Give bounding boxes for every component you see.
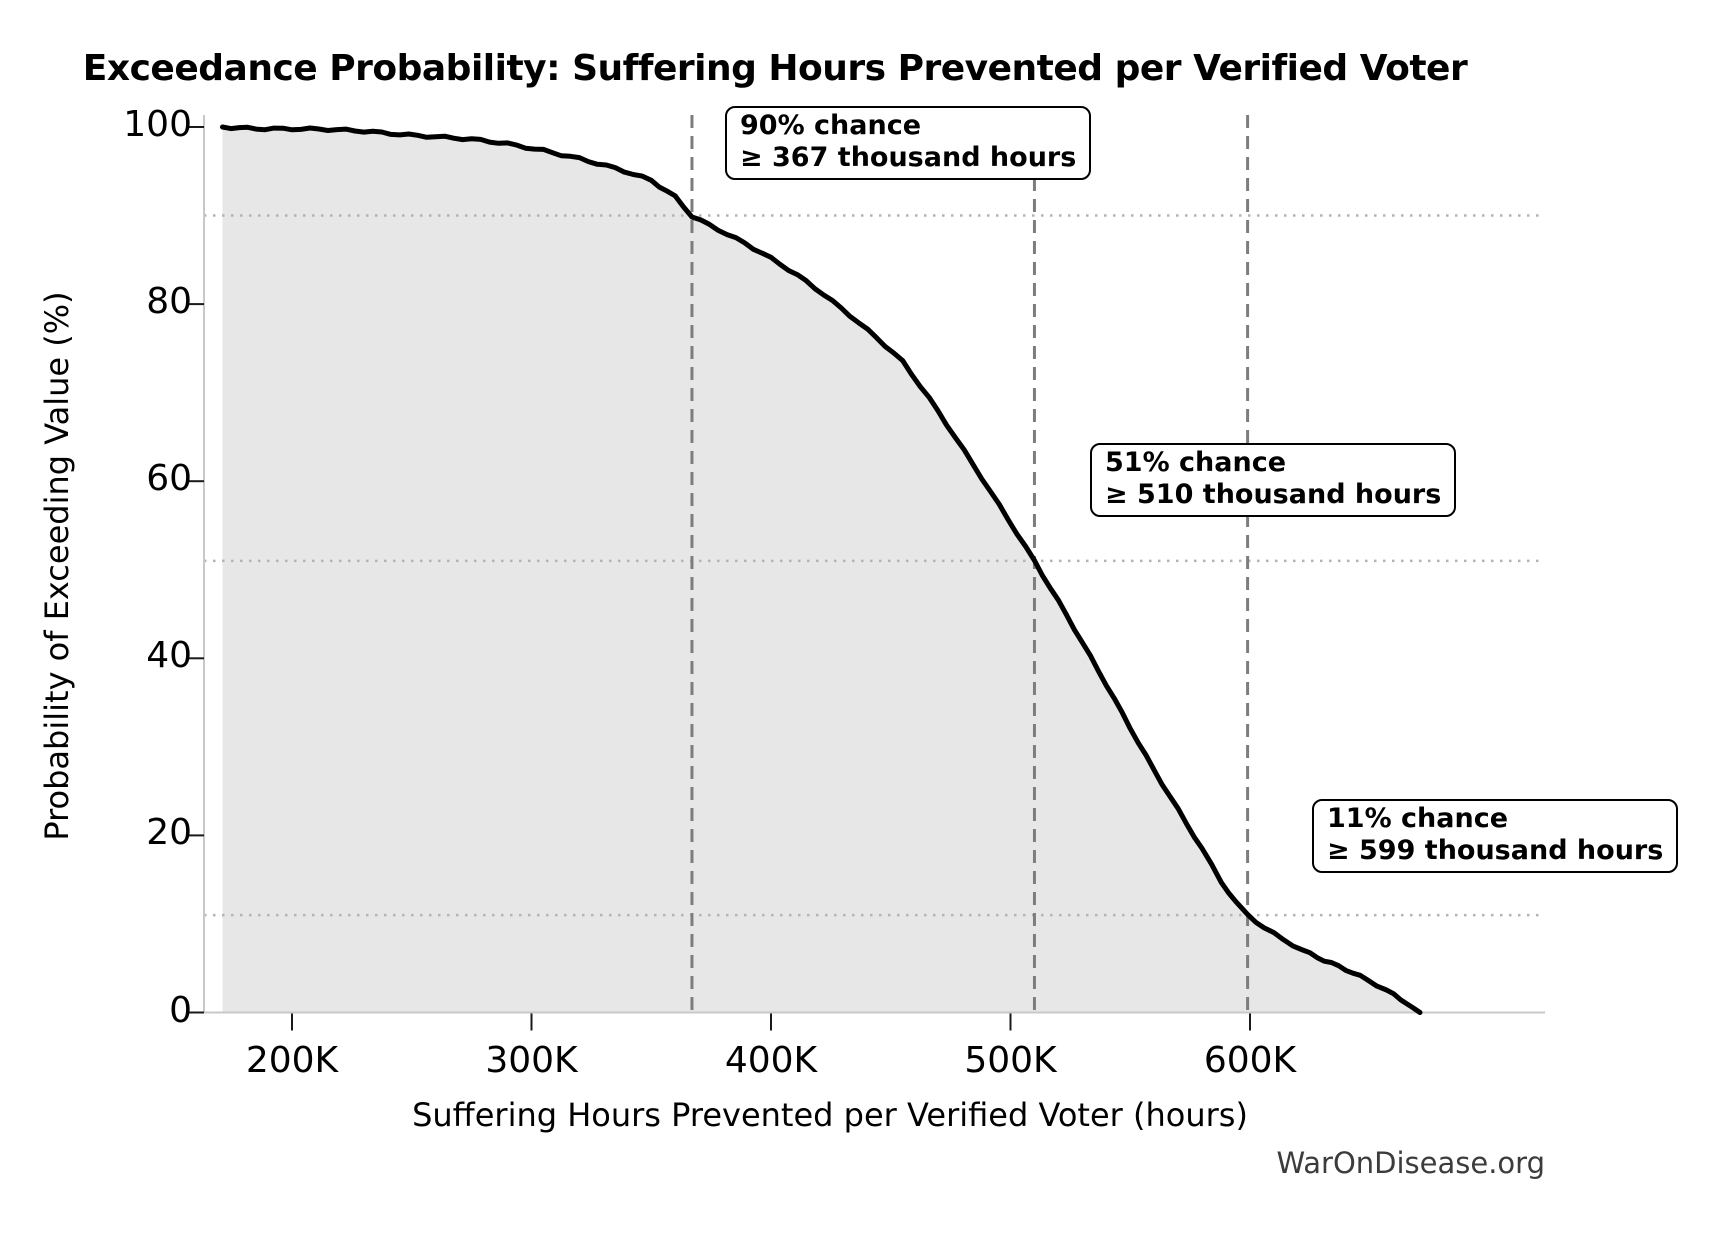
annotation-line: 51% chance	[1105, 447, 1287, 478]
x-tick-label: 200K	[245, 1040, 339, 1081]
x-tick-label: 300K	[485, 1040, 578, 1081]
annotation-line: ≥ 367 thousand hours	[740, 142, 1077, 173]
annotation-line: ≥ 510 thousand hours	[1105, 479, 1442, 510]
annotation-51-percent: 51% chance ≥ 510 thousand hours	[1090, 443, 1457, 517]
exceedance-curve-line	[220, 124, 1423, 1015]
y-tick-label: 0	[169, 989, 192, 1031]
y-tick-label: 60	[146, 458, 192, 500]
y-tick-label: 20	[146, 812, 192, 854]
annotation-11-percent: 11% chance ≥ 599 thousand hours	[1312, 799, 1679, 873]
y-axis-title: Probability of Exceeding Value (%)	[38, 291, 76, 841]
annotation-90-percent: 90% chance ≥ 367 thousand hours	[725, 106, 1092, 180]
curve-fill	[222, 127, 1420, 1013]
x-tick-label: 600K	[1203, 1040, 1297, 1081]
x-axis-title: Suffering Hours Prevented per Verified V…	[412, 1096, 1248, 1134]
x-tick-label: 400K	[724, 1040, 818, 1081]
watermark: WarOnDisease.org	[1276, 1146, 1545, 1180]
annotation-line: 90% chance	[740, 110, 922, 141]
x-tick-label: 500K	[964, 1040, 1057, 1081]
y-tick-label: 100	[123, 104, 192, 145]
chart-title: Exceedance Probability: Suffering Hours …	[82, 48, 1468, 89]
annotation-line: 11% chance	[1327, 803, 1509, 834]
annotation-line: ≥ 599 thousand hours	[1327, 835, 1664, 866]
y-tick-label: 40	[146, 635, 192, 677]
y-tick-label: 80	[146, 281, 192, 323]
